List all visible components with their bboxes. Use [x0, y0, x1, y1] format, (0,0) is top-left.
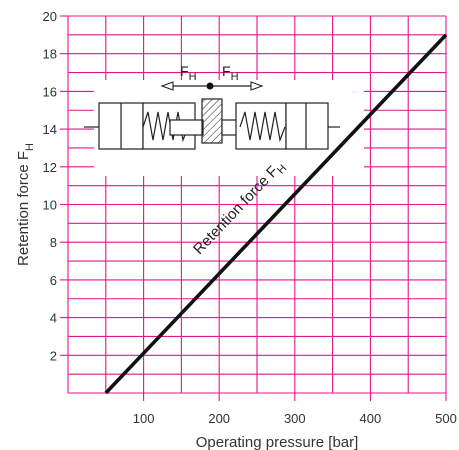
y-tick-label-16: 16: [43, 84, 57, 99]
cylinder-diagram: FH FH: [84, 63, 364, 176]
y-tick-labels: 2 4 6 8 10 12 14 16 18 20: [43, 9, 57, 363]
y-tick-label-6: 6: [50, 273, 57, 288]
right-cylinder-body: [235, 102, 287, 150]
y-tick-label-12: 12: [43, 160, 57, 175]
right-spring: [239, 111, 286, 143]
grid: [67, 15, 447, 394]
clamped-block: [201, 98, 223, 144]
x-tick-label-400: 400: [360, 411, 382, 426]
force-arrow-right-head: [250, 81, 264, 91]
y-tick-label-18: 18: [43, 47, 57, 62]
tick-marks: [60, 15, 447, 401]
series-line-retention-force: [104, 33, 448, 395]
x-axis-title: Operating pressure [bar]: [196, 434, 359, 450]
y-tick-label-4: 4: [50, 311, 57, 326]
y-tick-label-20: 20: [43, 9, 57, 24]
left-plunger: [169, 119, 204, 136]
x-tick-label-500: 500: [435, 411, 457, 426]
x-tick-label-100: 100: [133, 411, 155, 426]
x-tick-label-300: 300: [284, 411, 306, 426]
y-tick-label-14: 14: [43, 122, 57, 137]
y-tick-label-2: 2: [50, 348, 57, 363]
y-tick-label-10: 10: [43, 198, 57, 213]
x-tick-labels: 100 200 300 400 500: [133, 411, 457, 426]
force-origin-dot: [206, 82, 214, 90]
y-tick-label-8: 8: [50, 235, 57, 250]
x-tick-label-200: 200: [208, 411, 230, 426]
force-arrow-left-head: [160, 81, 174, 91]
right-cylinder-head: [285, 102, 329, 150]
force-label-left: FH: [180, 63, 197, 83]
force-label-right: FH: [222, 63, 239, 83]
y-axis-title: Retention force FH: [15, 143, 36, 266]
